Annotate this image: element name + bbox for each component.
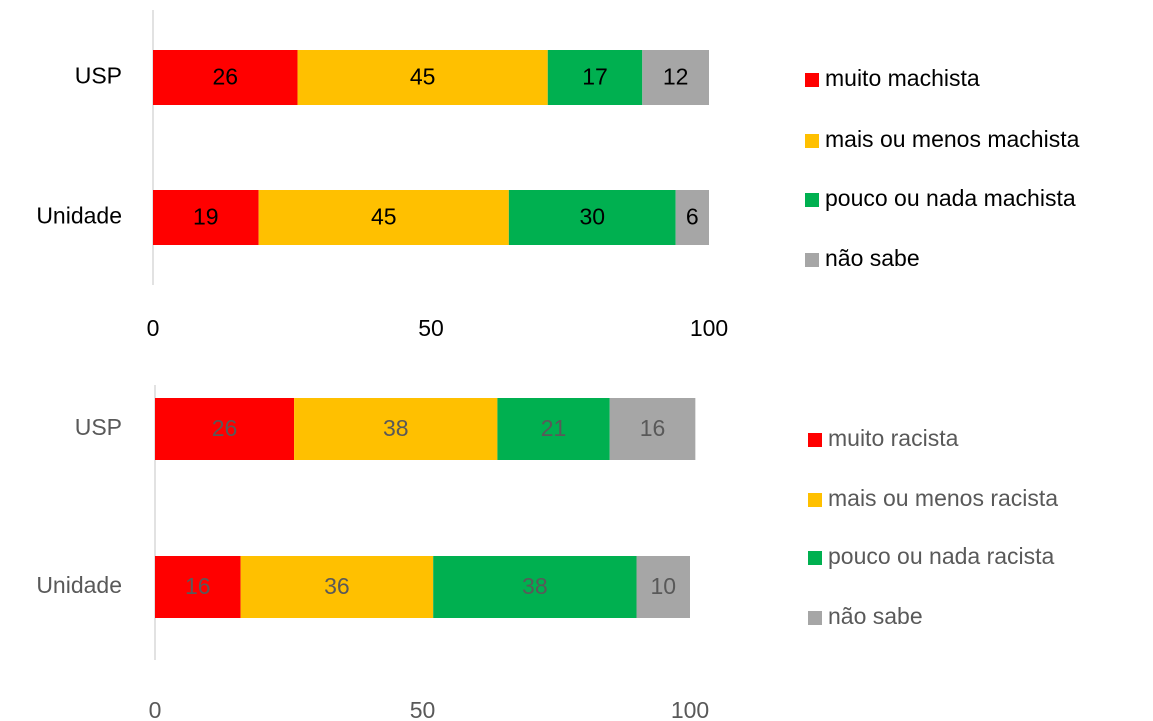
legend-swatch <box>805 253 819 267</box>
x-tick-label: 50 <box>410 697 436 721</box>
data-label: 26 <box>212 415 238 441</box>
data-label: 36 <box>324 573 350 599</box>
legend-label: não sabe <box>825 245 920 271</box>
data-label: 26 <box>212 64 238 90</box>
data-label: 17 <box>582 64 608 90</box>
bar-segment <box>294 398 498 460</box>
x-tick-label: 0 <box>147 315 160 341</box>
x-tick-label: 100 <box>671 697 709 721</box>
x-tick-label: 50 <box>418 315 444 341</box>
data-label: 16 <box>185 573 211 599</box>
bar-segment <box>547 50 643 105</box>
data-label: 19 <box>193 204 219 230</box>
data-label: 12 <box>663 64 689 90</box>
y-tick-label: Unidade <box>36 572 122 598</box>
data-label: 45 <box>410 64 436 90</box>
bar-segment <box>240 556 434 618</box>
bar-segment <box>433 556 637 618</box>
legend-swatch <box>805 134 819 148</box>
legend-swatch <box>808 611 822 625</box>
y-tick-label: USP <box>75 63 122 89</box>
bar-segment <box>609 398 696 460</box>
data-label: 38 <box>522 573 548 599</box>
bar-segment <box>636 556 690 618</box>
x-tick-label: 0 <box>149 697 162 721</box>
legend-swatch <box>808 493 822 507</box>
legend-label: muito machista <box>825 65 980 91</box>
legend-swatch <box>805 73 819 87</box>
bar-segment <box>297 50 548 105</box>
data-label: 45 <box>371 204 397 230</box>
bar-segment <box>153 190 259 245</box>
legend-swatch <box>808 551 822 565</box>
bar-segment <box>155 398 295 460</box>
bar-segment <box>642 50 709 105</box>
legend-label: não sabe <box>828 603 923 629</box>
chart-machismo: 0 50 100 USP 26 45 17 12 Unidade 19 45 30 6 muito mac… <box>36 10 1080 341</box>
legend-label: pouco ou nada machista <box>825 185 1076 211</box>
data-label: 16 <box>640 415 666 441</box>
bar-segment <box>508 190 676 245</box>
bar-segment <box>153 50 298 105</box>
legend-label: mais ou menos racista <box>828 485 1058 511</box>
bar-segment <box>258 190 509 245</box>
legend-label: muito racista <box>828 425 959 451</box>
data-label: 6 <box>686 204 699 230</box>
legend-swatch <box>808 433 822 447</box>
legend-label: pouco ou nada racista <box>828 543 1055 569</box>
chart-racismo: 0 50 100 USP 26 38 21 16 Unidade 16 36 38 10 muito ra… <box>36 385 1058 721</box>
legend-swatch <box>805 193 819 207</box>
bar-segment <box>675 190 709 245</box>
data-label: 10 <box>650 573 676 599</box>
x-tick-label: 100 <box>690 315 728 341</box>
data-label: 30 <box>579 204 605 230</box>
data-label: 38 <box>383 415 409 441</box>
data-label: 21 <box>541 415 567 441</box>
legend-label: mais ou menos machista <box>825 126 1080 152</box>
y-tick-label: Unidade <box>36 203 122 229</box>
bar-segment <box>155 556 241 618</box>
bar-segment <box>497 398 610 460</box>
y-tick-label: USP <box>75 414 122 440</box>
